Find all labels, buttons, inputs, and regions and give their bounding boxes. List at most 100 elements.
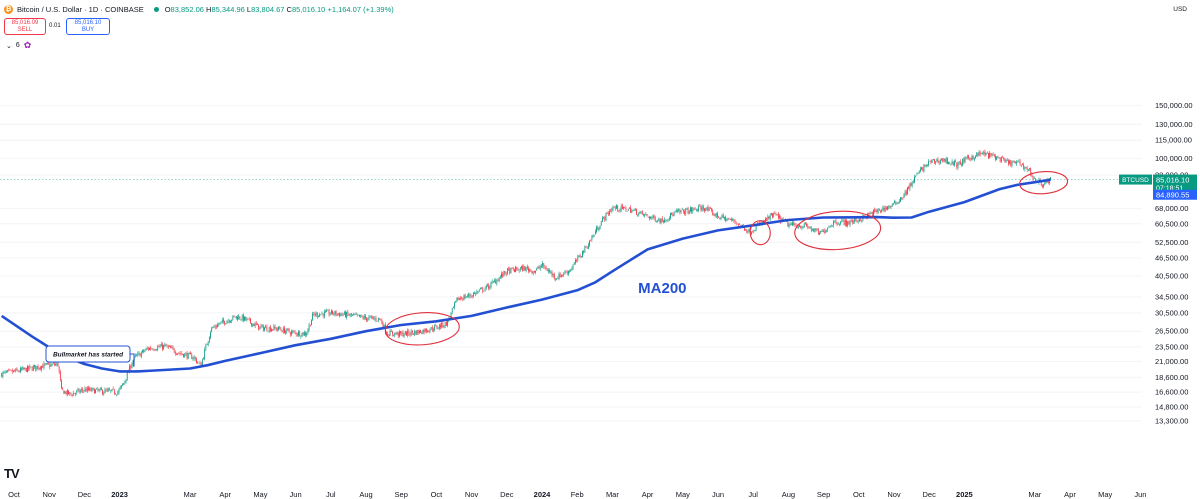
candle-body — [95, 389, 96, 394]
candle-body — [341, 313, 343, 315]
candle-body — [305, 332, 306, 336]
ma-badge — [1153, 189, 1197, 200]
candle-body — [204, 349, 206, 359]
buy-button[interactable]: 85,016.10 BUY — [66, 18, 110, 35]
candle-body — [218, 324, 220, 326]
candle-body — [78, 389, 80, 393]
candle-body — [860, 219, 861, 221]
candle-body — [376, 320, 378, 322]
sell-button[interactable]: 85,016.09 SELL — [4, 18, 46, 35]
candle-body — [613, 206, 615, 208]
candle-body — [755, 226, 757, 230]
candle-body — [165, 344, 167, 347]
candle-body — [35, 365, 37, 370]
candle-body — [925, 165, 927, 167]
candle-body — [841, 220, 843, 222]
candle-body — [322, 313, 324, 317]
candle-body — [29, 366, 31, 369]
candle-body — [519, 267, 521, 270]
time-tick-label: Sep — [395, 490, 408, 499]
candle-body — [589, 241, 590, 246]
candle-body — [407, 330, 409, 336]
candle-body — [691, 207, 692, 213]
candle-body — [856, 221, 858, 223]
candle-body — [421, 332, 423, 334]
candle-body — [514, 269, 515, 272]
time-tick-label: Nov — [887, 490, 901, 499]
candle-body — [213, 326, 215, 328]
candle-body — [311, 320, 312, 326]
candle-body — [93, 388, 95, 394]
price-tick-label: 13,300.00 — [1155, 416, 1188, 425]
candle-body — [72, 393, 74, 396]
candle-body — [48, 363, 50, 365]
candle-body — [420, 330, 421, 333]
candle-body — [648, 217, 650, 219]
candle-body — [801, 227, 803, 229]
candle-body — [977, 153, 979, 156]
candle-body — [482, 287, 484, 292]
high-label: H — [206, 4, 212, 14]
candle-body — [512, 268, 514, 270]
candle-body — [381, 319, 383, 324]
candle-body — [962, 159, 964, 166]
candle-body — [772, 213, 773, 218]
chevron-down-icon[interactable]: ⌄ — [6, 42, 12, 50]
candle-body — [245, 316, 247, 321]
candle-body — [333, 314, 335, 315]
candle-body — [644, 214, 646, 216]
candle-body — [657, 221, 658, 222]
symbol-title[interactable]: Bitcoin / U.S. Dollar · 1D · COINBASE — [17, 4, 144, 14]
candle-body — [819, 232, 820, 235]
candle-body — [428, 330, 430, 332]
candle-body — [487, 284, 488, 286]
candle-body — [884, 207, 886, 212]
candle-body — [120, 385, 122, 388]
candle-body — [664, 219, 666, 223]
candle-body — [670, 213, 671, 219]
candle-body — [803, 224, 805, 227]
candle-body — [416, 330, 418, 335]
candle-body — [1033, 178, 1035, 179]
candle-body — [741, 224, 743, 226]
candle-body — [471, 296, 473, 297]
gear-icon[interactable]: ✿ — [23, 40, 32, 50]
candle-body — [456, 297, 458, 302]
candle-body — [807, 225, 809, 228]
candle-body — [668, 217, 670, 220]
time-tick-label: Apr — [642, 490, 654, 499]
candle-body — [538, 267, 540, 269]
candle-body — [839, 224, 840, 225]
candle-body — [848, 221, 850, 225]
candle-body — [938, 161, 940, 164]
highlight-circle — [1019, 171, 1069, 195]
callout-text: Bullmarket has started — [53, 352, 124, 359]
candle-body — [830, 225, 832, 227]
candle-body — [105, 389, 107, 391]
candle-body — [978, 152, 980, 156]
candle-body — [738, 224, 739, 225]
candle-body — [986, 152, 988, 154]
candle-body — [330, 310, 332, 314]
candle-body — [733, 219, 735, 221]
candle-body — [891, 203, 893, 206]
candle-body — [711, 208, 712, 211]
candle-body — [216, 326, 217, 328]
candle-body — [802, 226, 804, 228]
candle-body — [201, 359, 203, 366]
candle-body — [501, 273, 502, 278]
candle-body — [1015, 162, 1016, 164]
candle-body — [495, 280, 497, 284]
candle-body — [778, 213, 779, 219]
candle-body — [320, 314, 322, 315]
candle-body — [366, 317, 367, 321]
indicators-toggle[interactable]: ⌄ 6 ✿ — [6, 41, 31, 50]
candle-body — [321, 313, 323, 314]
candle-body — [89, 388, 91, 391]
time-tick-label: Sep — [817, 490, 830, 499]
candle-body — [137, 353, 139, 356]
candle-body — [47, 363, 48, 364]
candle-body — [881, 210, 883, 212]
currency-label[interactable]: USD — [1173, 6, 1187, 13]
